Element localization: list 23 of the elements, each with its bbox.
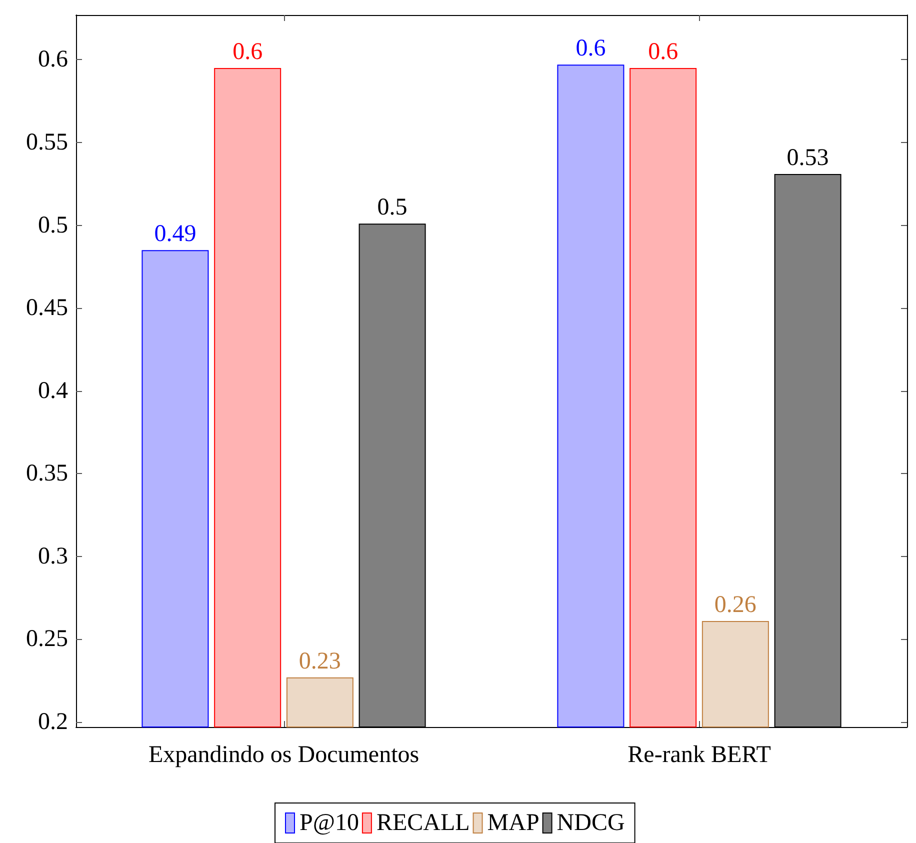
y-tick-label: 0.2 bbox=[38, 709, 68, 736]
data-label: 0.5 bbox=[377, 194, 408, 221]
y-tick-label: 0.25 bbox=[26, 626, 68, 652]
legend-label: NDCG bbox=[556, 810, 625, 836]
data-label: 0.23 bbox=[298, 648, 341, 674]
legend-label: P@10 bbox=[300, 810, 359, 836]
data-label: 0.26 bbox=[714, 592, 756, 618]
y-tick-label: 0.3 bbox=[38, 543, 68, 570]
y-tick-label: 0.45 bbox=[26, 295, 68, 322]
y-tick-label: 0.6 bbox=[38, 46, 68, 73]
data-label: 0.6 bbox=[648, 38, 678, 65]
data-label: 0.6 bbox=[232, 38, 263, 65]
legend-label: MAP bbox=[487, 810, 540, 836]
y-tick-label: 0.35 bbox=[26, 460, 68, 487]
y-tick-label: 0.5 bbox=[38, 212, 68, 238]
data-label: 0.6 bbox=[576, 36, 606, 62]
y-tick-label: 0.55 bbox=[26, 130, 68, 156]
legend-label: RECALL bbox=[376, 810, 470, 836]
data-label: 0.53 bbox=[786, 144, 829, 171]
x-tick-label: Expandindo os Documentos bbox=[148, 742, 420, 768]
x-tick-label: Re-rank BERT bbox=[628, 742, 772, 768]
y-tick-label: 0.4 bbox=[38, 378, 68, 404]
data-label: 0.49 bbox=[154, 221, 196, 248]
